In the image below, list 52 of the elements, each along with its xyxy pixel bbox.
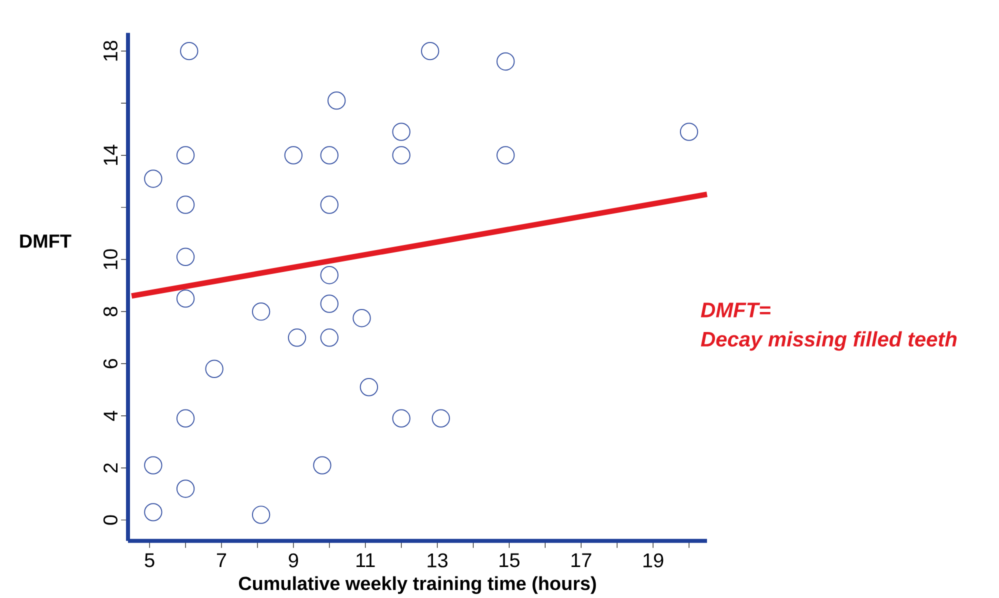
point	[144, 170, 162, 188]
point	[252, 302, 270, 321]
point	[176, 409, 195, 428]
x-tick-label: 17	[572, 553, 592, 568]
annotation: DMFT=	[700, 302, 770, 318]
y-tick-label: 14	[104, 144, 118, 165]
point	[320, 266, 338, 284]
point	[432, 409, 450, 428]
y-axis-title: DMFT	[20, 234, 72, 248]
point	[176, 480, 195, 498]
point	[252, 506, 270, 524]
point	[392, 122, 410, 141]
point	[320, 294, 338, 313]
point	[176, 146, 195, 164]
y-tick-label: 6	[103, 359, 118, 368]
point	[352, 309, 371, 328]
point	[176, 248, 195, 266]
point	[420, 42, 440, 60]
x-tick-label: 9	[288, 553, 298, 568]
point	[180, 42, 198, 60]
x-tick-label: 11	[356, 553, 375, 568]
y-tick-label: 4	[104, 410, 118, 421]
point	[284, 146, 303, 164]
x-tick-label: 15	[500, 553, 520, 568]
point	[360, 378, 378, 396]
y-tick-label: 10	[103, 249, 118, 270]
annotation: Decay missing filled teeth	[700, 331, 957, 351]
point	[320, 196, 338, 214]
x-tick-label: 19	[643, 553, 664, 568]
point	[496, 146, 515, 164]
x-tick-label: 5	[144, 553, 154, 568]
point	[288, 328, 306, 347]
point	[176, 196, 195, 214]
point	[496, 52, 515, 71]
point	[392, 146, 410, 164]
point	[320, 146, 338, 164]
y-tick-label: 18	[103, 40, 118, 61]
x-axis-title: Cumulative weekly training time (hours)	[238, 576, 596, 594]
point	[144, 503, 162, 522]
y-tick-label: 8	[103, 306, 118, 316]
point	[313, 456, 332, 474]
point	[144, 456, 162, 474]
point	[176, 289, 195, 308]
x-tick-label: 13	[428, 553, 448, 568]
y-tick-label: 0	[103, 515, 118, 525]
point	[327, 91, 346, 110]
point	[205, 360, 224, 378]
point	[320, 328, 338, 347]
point	[680, 122, 698, 141]
y-tick-label: 2	[104, 463, 118, 472]
x-tick-label: 7	[216, 553, 226, 568]
point	[392, 409, 410, 428]
